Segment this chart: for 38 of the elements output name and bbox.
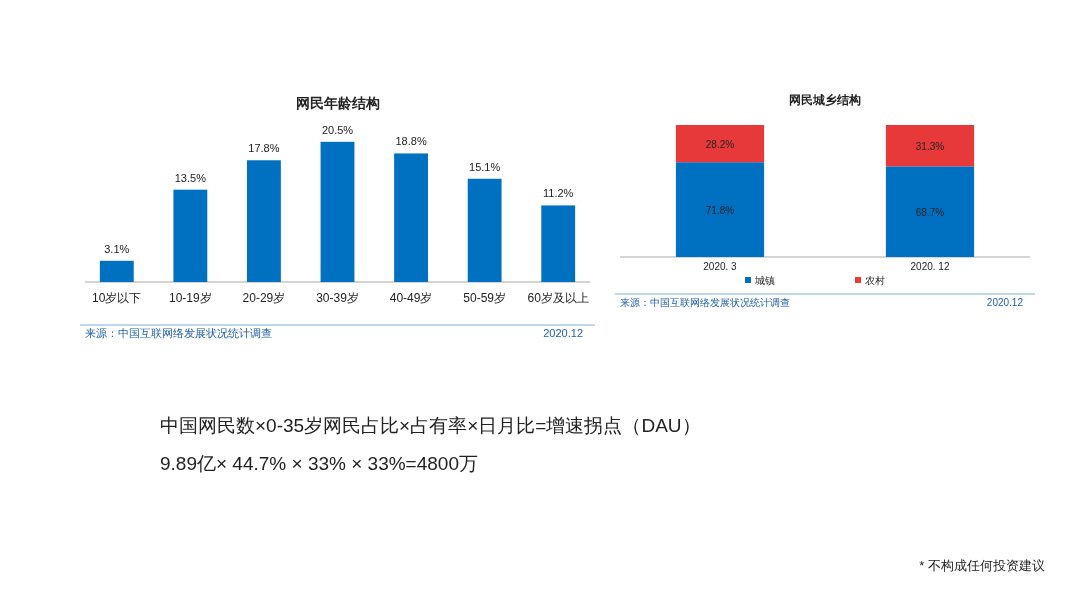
x-tick-label: 2020. 12 [910,261,950,272]
bar [247,160,281,282]
data-label: 31.3% [915,140,945,152]
text: 9.89亿× 44.7% × 33% × 33%=4800万 [160,453,478,474]
text: * 不构成任何投资建议 [919,558,1045,573]
bar [320,141,355,282]
x-tick-label: 10岁以下 [92,291,142,305]
chart-title: 网民城乡结构 [789,93,861,107]
text: 2020.12 [543,327,583,339]
chart-title: 网民年龄结构 [295,95,380,111]
data-label: 15.1% [469,160,501,173]
source-note: 来源：中国互联网络发展状况统计调查 [620,297,790,308]
data-label: 11.2% [543,187,574,200]
text: 2020.12 [986,297,1024,308]
x-tick-label: 40-49岁 [389,291,433,305]
bar [541,205,576,282]
bar [173,189,208,282]
data-label: 20.5% [321,123,354,136]
legend-label: 农村 [865,275,885,286]
bar [99,260,134,282]
bar [394,153,428,282]
data-label: 17.8% [248,142,280,155]
text: 中国网民数×0-35岁网民占比×占有率×日月比=增速拐点（DAU） [160,415,701,436]
x-tick-label: 20-29岁 [242,291,286,305]
x-tick-label: 30-39岁 [316,291,359,305]
legend-label: 城镇 [754,275,775,286]
x-tick-label: 10-19岁 [169,291,212,305]
data-label: 28.2% [705,138,735,150]
bar [467,178,502,282]
data-label: 68.7% [915,206,945,218]
x-tick-label: 50-59岁 [463,291,506,305]
data-label: 13.5% [174,171,207,184]
source-note: 来源：中国互联网络发展状况统计调查 [85,327,272,339]
x-tick-label: 60岁及以上 [527,291,589,305]
data-label: 18.8% [395,135,427,148]
data-label: 3.1% [104,242,130,255]
x-tick-label: 2020. 3 [703,261,738,272]
data-label: 71.8% [705,204,735,216]
